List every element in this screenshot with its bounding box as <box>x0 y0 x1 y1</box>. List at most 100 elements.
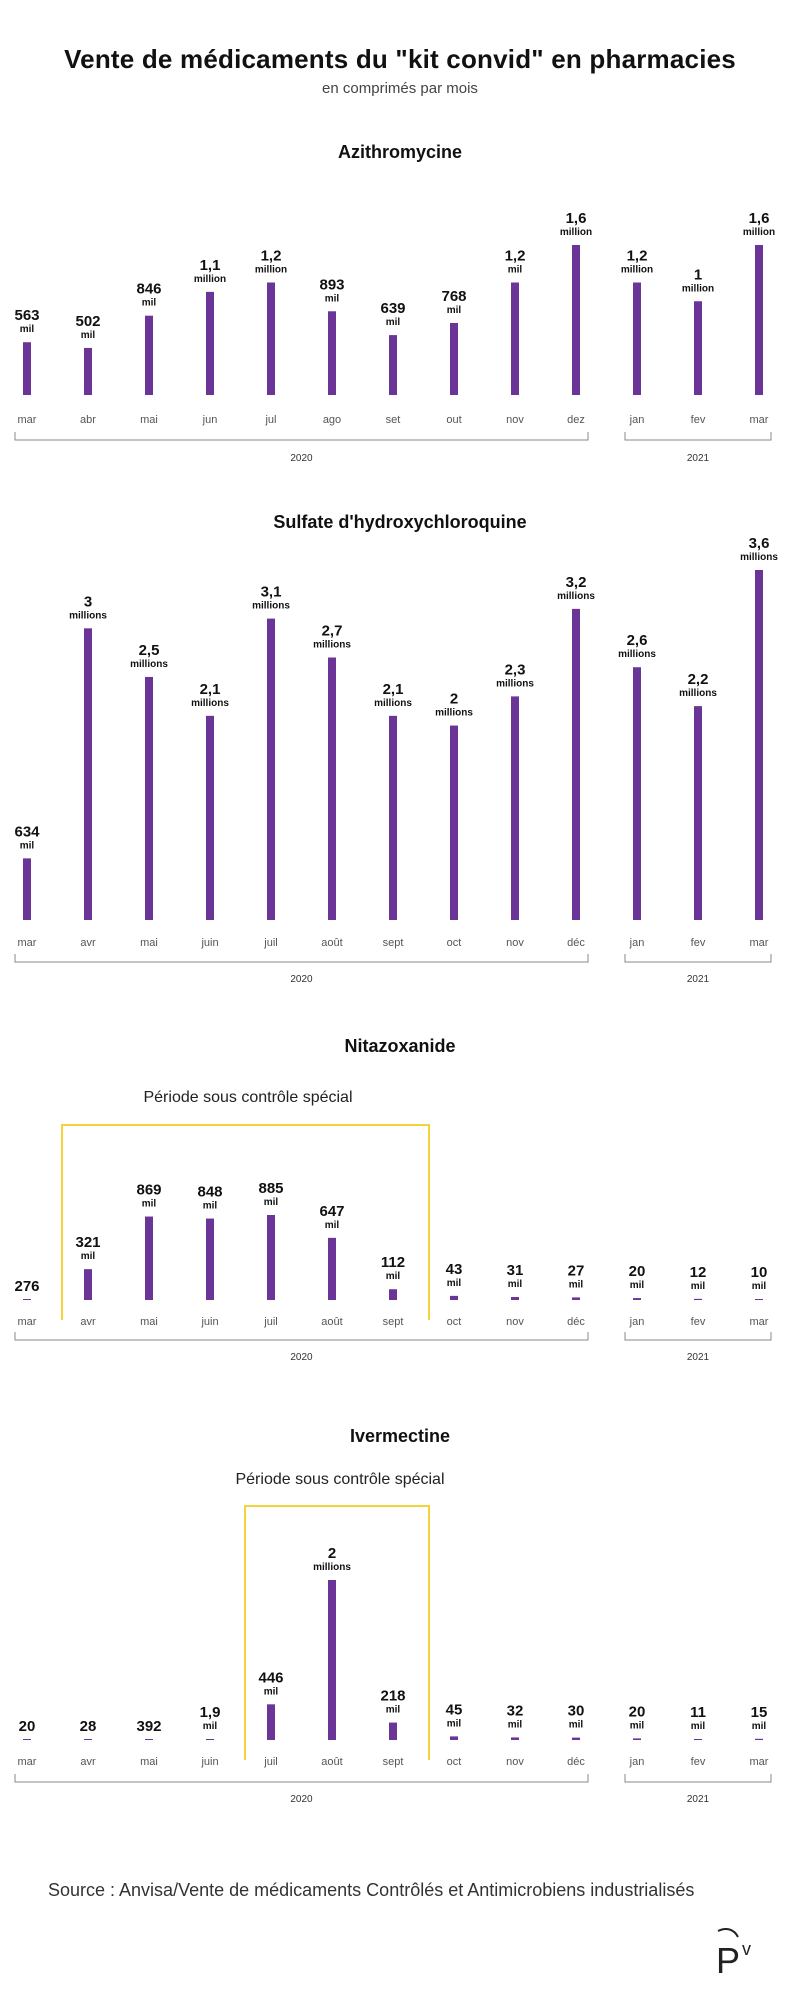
tick-label: mar <box>750 937 769 949</box>
bar <box>450 725 458 920</box>
bar <box>511 1737 519 1740</box>
data-label-value: 20 <box>19 1718 36 1735</box>
data-label-unit: mil <box>508 265 523 276</box>
bar <box>84 347 92 395</box>
tick-label: mar <box>18 1316 37 1328</box>
data-label-value: 276 <box>14 1278 39 1295</box>
data-label-value: 634 <box>14 823 40 840</box>
tick-label: jun <box>202 414 218 426</box>
data-label-value: 32 <box>507 1702 524 1719</box>
data-label-unit: mil <box>386 317 401 328</box>
bar <box>511 696 519 920</box>
data-label-unit: millions <box>313 1562 351 1573</box>
tick-label: nov <box>506 1756 524 1768</box>
data-label-unit: mil <box>752 1721 767 1732</box>
data-label-unit: millions <box>679 688 717 699</box>
tick-label: mar <box>18 1756 37 1768</box>
tick-label: nov <box>506 1316 524 1328</box>
data-label-unit: millions <box>435 708 473 719</box>
bar <box>572 608 580 920</box>
tick-label: sept <box>383 1756 404 1768</box>
tick-label: sept <box>383 937 404 949</box>
bar <box>572 1297 580 1300</box>
bar <box>450 323 458 395</box>
tick-label: mar <box>750 414 769 426</box>
tick-label: juil <box>263 937 277 949</box>
tick-label: août <box>321 1756 342 1768</box>
highlight-box <box>244 1505 430 1760</box>
bar <box>267 1215 275 1300</box>
data-label-unit: mil <box>264 1197 279 1208</box>
data-label-unit: mil <box>630 1280 645 1291</box>
highlight-box <box>61 1124 430 1320</box>
data-label-unit: mil <box>752 1281 767 1292</box>
tick-label: jan <box>629 1756 645 1768</box>
year-bracket <box>14 1332 589 1341</box>
data-label-value: 1,6 <box>566 210 587 227</box>
data-label-unit: millions <box>130 659 168 670</box>
tick-label: avr <box>80 1756 96 1768</box>
tick-label: août <box>321 1316 342 1328</box>
data-label-value: 218 <box>380 1688 405 1705</box>
data-label-unit: million <box>682 283 714 294</box>
data-label-value: 869 <box>136 1182 161 1199</box>
data-label-value: 2,2 <box>688 671 709 688</box>
data-label-unit: millions <box>69 610 107 621</box>
tick-label: déc <box>567 1316 585 1328</box>
bar <box>755 245 763 395</box>
year-bracket <box>14 1774 589 1783</box>
bar <box>328 311 336 395</box>
tick-label: set <box>386 414 401 426</box>
data-label-unit: million <box>560 227 592 238</box>
data-label-value: 3,2 <box>566 574 587 591</box>
data-label-value: 11 <box>690 1704 706 1721</box>
tick-label: fev <box>691 1756 706 1768</box>
bar <box>23 342 31 395</box>
highlight-annotation: Période sous contrôle spécial <box>143 1089 352 1106</box>
tick-label: oct <box>447 1756 462 1768</box>
data-label-value: 768 <box>441 288 466 305</box>
data-label-unit: mil <box>691 1281 706 1292</box>
data-label-value: 1,9 <box>200 1704 221 1721</box>
bar <box>694 1739 702 1740</box>
data-label-value: 1 <box>694 266 702 283</box>
data-label-unit: millions <box>191 698 229 709</box>
chart-title: Azithromycine <box>338 142 462 162</box>
data-label-value: 846 <box>136 281 161 298</box>
bar <box>511 282 519 395</box>
data-label-value: 563 <box>14 307 39 324</box>
tick-label: out <box>446 414 461 426</box>
data-label-unit: mil <box>386 1705 401 1716</box>
tick-label: mai <box>140 414 158 426</box>
tick-label: août <box>321 937 342 949</box>
data-label-value: 885 <box>258 1180 283 1197</box>
tick-label: juil <box>263 1316 277 1328</box>
tick-label: déc <box>567 1756 585 1768</box>
bar <box>328 1580 336 1740</box>
bar <box>450 1295 458 1300</box>
chart-ivermectine: Ivermectine Période sous contrôle spécial… <box>14 1426 772 1805</box>
bar <box>389 1289 397 1300</box>
data-label-value: 45 <box>446 1701 463 1718</box>
bar <box>694 1298 702 1300</box>
data-label-value: 1,2 <box>505 248 526 265</box>
bar <box>206 1218 214 1300</box>
tick-label: avr <box>80 937 96 949</box>
tick-label: sept <box>383 1316 404 1328</box>
data-label-unit: millions <box>374 698 412 709</box>
year-label: 2020 <box>290 453 313 464</box>
bar <box>23 1299 31 1300</box>
bar <box>511 1297 519 1300</box>
data-label-unit: million <box>255 265 287 276</box>
data-label-value: 20 <box>629 1263 646 1280</box>
data-label-value: 2,1 <box>383 681 404 698</box>
data-label-value: 112 <box>381 1254 405 1271</box>
bar <box>145 1216 153 1300</box>
bar <box>206 1739 214 1740</box>
data-label-unit: mil <box>569 1720 584 1731</box>
year-label: 2021 <box>687 974 710 985</box>
data-label-unit: millions <box>740 552 778 563</box>
data-label-value: 321 <box>75 1234 100 1251</box>
bar <box>694 301 702 395</box>
data-label-value: 2 <box>450 691 458 708</box>
